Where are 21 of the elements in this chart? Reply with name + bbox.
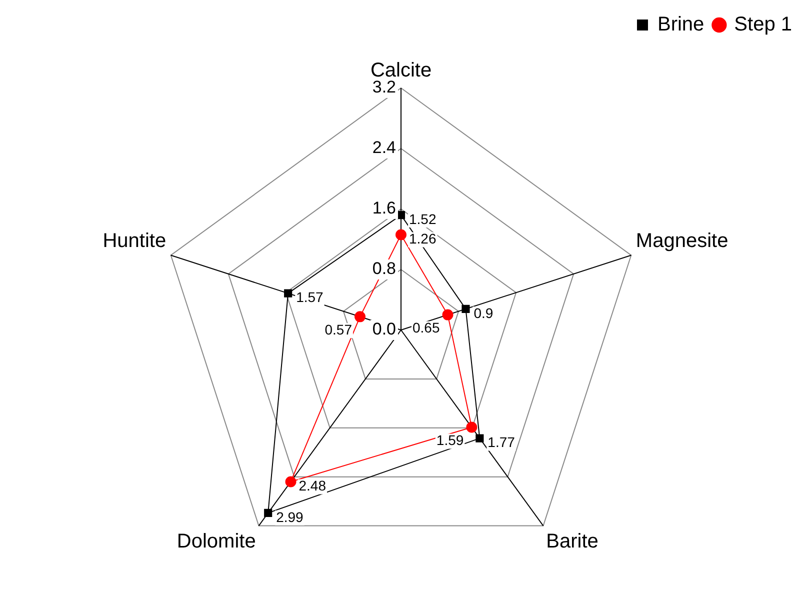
data-label: 2.48 xyxy=(298,478,326,494)
y-tick-label: 0.0 xyxy=(372,320,396,339)
data-label: 0.57 xyxy=(324,322,352,338)
y-tick-label: 2.4 xyxy=(372,138,396,158)
spoke-label: Barite xyxy=(546,530,598,552)
spoke-label: Huntite xyxy=(102,230,166,252)
data-label: 0.9 xyxy=(474,304,494,321)
data-label: 1.77 xyxy=(488,434,516,450)
data-label: 1.52 xyxy=(409,210,436,227)
spoke-label: Dolomite xyxy=(176,530,256,552)
data-label: 2.99 xyxy=(276,508,304,525)
data-label: 1.57 xyxy=(296,289,324,306)
y-tick-label: 1.6 xyxy=(372,198,396,218)
spoke-label: Magnesite xyxy=(636,230,728,252)
data-label: 1.59 xyxy=(436,432,464,448)
y-tick-label: 0.8 xyxy=(372,259,396,278)
legend-label: Brine xyxy=(657,14,704,36)
legend-label: Step 1 xyxy=(734,14,792,36)
y-tick-label: 3.2 xyxy=(372,78,396,97)
data-label: 1.26 xyxy=(409,230,436,247)
data-label: 0.65 xyxy=(412,320,440,336)
